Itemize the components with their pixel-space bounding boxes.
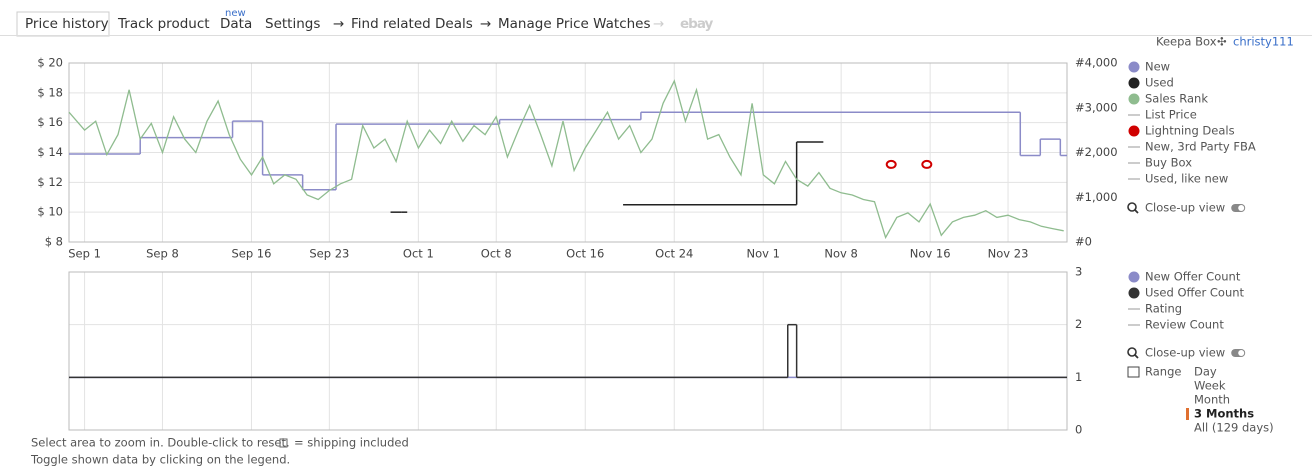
calendar-icon [1127,366,1140,378]
x-tick-label: Oct 24 [655,247,693,261]
closeup-label[interactable]: Close-up view [1145,346,1225,360]
new-badge: new [225,8,246,19]
y2-tick-label: #3,000 [1075,100,1118,114]
legend-label[interactable]: Rating [1145,302,1182,316]
legend-label[interactable]: Used [1145,76,1174,90]
y-tick-label: 2 [1075,317,1082,331]
tab[interactable]: Track product [117,16,210,32]
y-tick-label: $ 16 [37,115,63,129]
legend-label[interactable]: Used, like new [1145,172,1228,186]
box-icon [279,438,288,448]
arrow-icon: → [480,16,491,32]
arrow-icon: → [333,16,344,32]
legend-label[interactable]: Buy Box [1145,156,1192,170]
legend-label[interactable]: Review Count [1145,318,1224,332]
y-tick-label: 1 [1075,370,1082,384]
range-label: Range [1145,365,1181,379]
toggle-knob [1238,205,1245,211]
keepa-box-label: Keepa Box [1156,35,1217,49]
x-tick-label: Sep 8 [146,247,179,261]
x-tick-label: Nov 1 [747,247,780,261]
legend-label[interactable]: Sales Rank [1145,92,1208,106]
user-icon: ✣ [1217,35,1227,49]
footer-text: = shipping included [294,436,409,450]
tab[interactable]: ebay [680,16,715,32]
zoom-icon-handle [1134,354,1139,359]
legend-dot[interactable] [1128,287,1140,299]
zoom-icon [1127,202,1137,212]
y2-tick-label: #2,000 [1075,145,1118,159]
legend-label[interactable]: New Offer Count [1145,270,1241,284]
legend-dot[interactable] [1128,61,1140,73]
y-tick-label: $ 10 [37,205,63,219]
tab[interactable]: Data [220,16,252,32]
y-tick-label: $ 12 [37,175,63,189]
zoom-icon [1127,347,1137,357]
footer-text: Toggle shown data by clicking on the leg… [30,453,290,467]
range-option[interactable]: All (129 days) [1194,421,1274,435]
arrow-icon: → [653,16,664,32]
tab[interactable]: Find related Deals [351,16,473,32]
closeup-label[interactable]: Close-up view [1145,201,1225,215]
range-option[interactable]: Month [1194,393,1230,407]
range-option[interactable]: Day [1194,365,1217,379]
legend-label[interactable]: Lightning Deals [1145,124,1235,138]
x-tick-label: Nov 23 [988,247,1029,261]
rank-line [68,79,1064,240]
y-tick-label: 0 [1075,423,1082,437]
active-tab [16,11,110,37]
deal-marker [885,159,897,169]
footer-text: Select area to zoom in. Double-click to … [31,436,290,450]
x-tick-label: Oct 1 [403,247,434,261]
plot-frame [68,62,1068,243]
legend-dot[interactable] [1128,93,1140,105]
y2-tick-label: #0 [1075,235,1092,249]
x-tick-label: Oct 16 [566,247,604,261]
x-tick-label: Sep 16 [231,247,271,261]
y-tick-label: $ 18 [37,85,63,99]
tab[interactable]: Settings [265,16,320,32]
y-tick-label: $ 20 [37,56,63,70]
x-tick-label: Sep 1 [68,247,101,261]
range-option[interactable]: Week [1194,379,1226,393]
y-tick-label: 3 [1075,265,1082,279]
range-option[interactable]: 3 Months [1194,407,1254,421]
x-tick-label: Nov 16 [910,247,951,261]
legend-label[interactable]: New [1145,60,1170,74]
y2-tick-label: #1,000 [1075,190,1118,204]
y-tick-label: $ 8 [45,235,63,249]
tab[interactable]: Manage Price Watches [498,16,651,32]
x-tick-label: Sep 23 [309,247,349,261]
x-tick-label: Nov 8 [824,247,857,261]
plot-frame [68,271,1068,431]
selected-marker [1186,408,1189,420]
y2-tick-label: #4,000 [1075,56,1118,70]
legend-label[interactable]: List Price [1145,108,1197,122]
y-tick-label: $ 14 [37,145,63,159]
user-link[interactable]: christy111 [1233,35,1294,49]
toggle-knob [1238,350,1245,356]
legend-dot[interactable] [1128,125,1140,137]
legend-dot[interactable] [1128,77,1140,89]
legend-label[interactable]: New, 3rd Party FBA [1145,140,1256,154]
zoom-icon-handle [1134,209,1139,214]
legend-label[interactable]: Used Offer Count [1145,286,1245,300]
tab[interactable]: Price history [25,16,109,32]
deal-marker [921,159,933,169]
x-tick-label: Oct 8 [481,247,512,261]
legend-dot[interactable] [1128,271,1140,283]
